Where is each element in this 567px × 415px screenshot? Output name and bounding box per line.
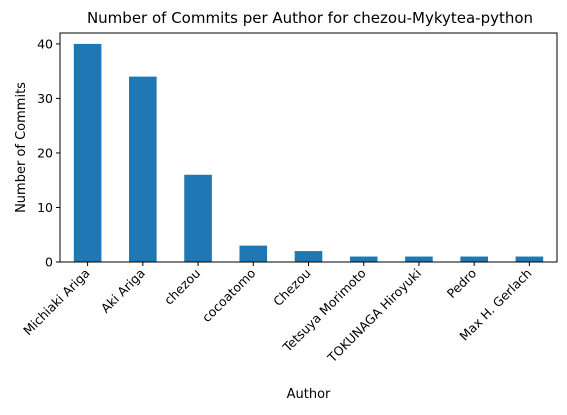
x-tick-label: chezou <box>161 266 203 308</box>
x-tick-label: Pedro <box>444 266 480 302</box>
y-tick-label: 20 <box>37 145 53 160</box>
y-tick-label: 0 <box>45 255 53 270</box>
plot-frame <box>59 32 558 263</box>
chart-title: Number of Commits per Author for chezou-… <box>87 9 533 27</box>
bar <box>405 256 433 262</box>
x-tick-label: TOKUNAGA Hiroyuki <box>324 266 424 366</box>
bar <box>349 256 378 262</box>
y-tick-label: 10 <box>37 200 53 215</box>
bar <box>294 251 323 262</box>
bar <box>73 43 102 263</box>
x-axis-label: Author <box>287 387 331 402</box>
bar <box>239 245 268 262</box>
bar <box>515 256 544 262</box>
y-axis-label: Number of Commits <box>14 82 29 213</box>
bar <box>129 76 157 262</box>
bar <box>460 256 488 262</box>
x-tick-label: Michiaki Ariga <box>20 266 93 339</box>
x-tick-label: Chezou <box>270 266 313 309</box>
bar <box>184 174 212 262</box>
y-tick-label: 40 <box>37 36 53 51</box>
x-tick-label: Aki Ariga <box>98 266 148 316</box>
y-tick-label: 30 <box>37 91 53 106</box>
y-axis: 0 10 20 30 40 <box>37 36 60 270</box>
bars-group <box>73 43 544 263</box>
x-tick-label: cocoatomo <box>199 266 258 325</box>
